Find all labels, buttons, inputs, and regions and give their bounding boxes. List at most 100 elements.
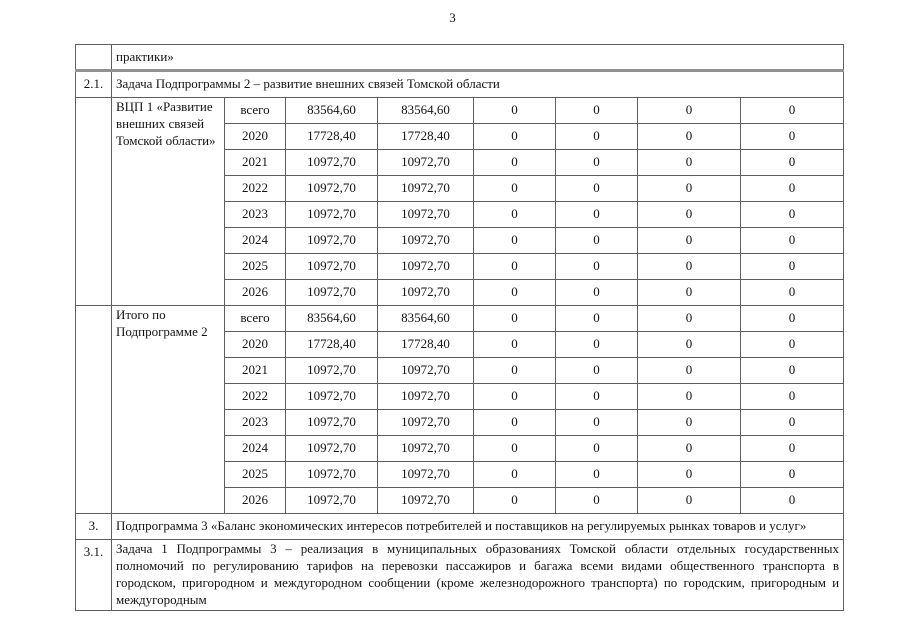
value-cell: 10972,70	[285, 487, 378, 514]
task-2-1-text-cell: Задача Подпрограммы 2 – развитие внешних…	[110, 70, 845, 98]
value-cell: 0	[739, 97, 845, 124]
value-cell: 0	[637, 487, 741, 514]
value-cell: 0	[739, 487, 845, 514]
value-cell: 0	[739, 253, 845, 280]
value-cell: 17728,40	[285, 123, 378, 150]
value-cell: 0	[637, 357, 741, 384]
value-cell: 0	[739, 383, 845, 410]
table-row: 2.1. Задача Подпрограммы 2 – развитие вн…	[75, 70, 845, 98]
table-row: 2025 10972,70 10972,70 0 0 0 0	[76, 253, 845, 280]
value-cell: 10972,70	[377, 383, 474, 410]
continuation-text-cell: практики»	[110, 44, 845, 72]
block-label-cell: Итого по Подпрограмме 2	[111, 305, 225, 514]
row-number-cell	[75, 44, 112, 72]
value-cell: 10972,70	[285, 409, 378, 436]
row-number-cell	[75, 305, 112, 514]
value-cell: 0	[473, 409, 556, 436]
value-cell: 0	[473, 357, 556, 384]
subprogram-3-text-cell: Подпрограмма 3 «Баланс экономических инт…	[110, 513, 845, 540]
period-cell: 2021	[224, 149, 286, 176]
value-cell: 0	[473, 175, 556, 202]
task-3-1-text-cell: Задача 1 Подпрограммы 3 – реализация в м…	[110, 539, 845, 611]
table-row: 2024 10972,70 10972,70 0 0 0 0	[76, 227, 845, 254]
table-row: 2025 10972,70 10972,70 0 0 0 0	[76, 461, 845, 488]
value-cell: 0	[555, 383, 638, 410]
value-cell: 10972,70	[285, 253, 378, 280]
value-cell: 0	[473, 123, 556, 150]
value-cell: 0	[739, 331, 845, 358]
table-head-rows: практики» 2.1. Задача Подпрограммы 2 – р…	[75, 44, 845, 98]
value-cell: 10972,70	[285, 149, 378, 176]
value-cell: 0	[637, 253, 741, 280]
value-cell: 10972,70	[377, 175, 474, 202]
value-cell: 10972,70	[377, 201, 474, 228]
page-number: 3	[449, 10, 456, 25]
value-cell: 0	[555, 435, 638, 462]
table-row: 2026 10972,70 10972,70 0 0 0 0	[76, 279, 845, 306]
period-cell: всего	[224, 97, 286, 124]
value-cell: 0	[473, 461, 556, 488]
value-cell: 0	[637, 409, 741, 436]
table-row: 2021 10972,70 10972,70 0 0 0 0	[76, 357, 845, 384]
table-row: 2023 10972,70 10972,70 0 0 0 0	[76, 409, 845, 436]
value-cell: 0	[555, 331, 638, 358]
value-cell: 0	[739, 305, 845, 332]
value-cell: 10972,70	[377, 409, 474, 436]
table-row: 2026 10972,70 10972,70 0 0 0 0	[76, 487, 845, 514]
value-cell: 10972,70	[285, 461, 378, 488]
value-cell: 10972,70	[377, 227, 474, 254]
value-cell: 0	[637, 461, 741, 488]
value-cell: 83564,60	[285, 97, 378, 124]
value-cell: 10972,70	[377, 487, 474, 514]
period-cell: 2024	[224, 227, 286, 254]
block-label-cell: ВЦП 1 «Развитие внешних связей Томской о…	[111, 97, 225, 306]
value-cell: 0	[473, 487, 556, 514]
table-row: практики»	[75, 44, 845, 72]
value-cell: 10972,70	[377, 435, 474, 462]
value-cell: 10972,70	[285, 435, 378, 462]
value-cell: 0	[739, 357, 845, 384]
value-cell: 10972,70	[377, 461, 474, 488]
period-cell: 2023	[224, 409, 286, 436]
value-cell: 10972,70	[285, 227, 378, 254]
period-cell: 2026	[224, 487, 286, 514]
value-cell: 0	[637, 149, 741, 176]
value-cell: 0	[473, 97, 556, 124]
value-cell: 83564,60	[377, 97, 474, 124]
value-cell: 0	[555, 461, 638, 488]
table-row: 3. Подпрограмма 3 «Баланс экономических …	[75, 513, 845, 540]
value-cell: 0	[739, 149, 845, 176]
row-number-cell: 3.	[75, 513, 112, 540]
value-cell: 10972,70	[377, 253, 474, 280]
period-cell: 2020	[224, 331, 286, 358]
value-cell: 0	[739, 227, 845, 254]
value-cell: 0	[555, 409, 638, 436]
value-cell: 0	[637, 97, 741, 124]
value-cell: 17728,40	[377, 331, 474, 358]
value-cell: 0	[473, 149, 556, 176]
period-cell: 2022	[224, 383, 286, 410]
value-cell: 0	[473, 331, 556, 358]
value-cell: 17728,40	[285, 331, 378, 358]
value-cell: 0	[555, 487, 638, 514]
value-cell: 0	[473, 435, 556, 462]
value-cell: 0	[555, 305, 638, 332]
period-cell: 2026	[224, 279, 286, 306]
value-cell: 0	[637, 201, 741, 228]
value-cell: 10972,70	[377, 149, 474, 176]
value-cell: 0	[473, 253, 556, 280]
value-cell: 0	[739, 175, 845, 202]
table-row: 2024 10972,70 10972,70 0 0 0 0	[76, 435, 845, 462]
value-cell: 0	[637, 383, 741, 410]
value-cell: 0	[637, 305, 741, 332]
row-number-cell: 2.1.	[75, 70, 112, 98]
value-cell: 83564,60	[377, 305, 474, 332]
value-cell: 0	[739, 201, 845, 228]
table-data-rows: ВЦП 1 «Развитие внешних связей Томской о…	[75, 97, 845, 514]
value-cell: 0	[637, 435, 741, 462]
value-cell: 0	[555, 175, 638, 202]
value-cell: 10972,70	[285, 279, 378, 306]
value-cell: 0	[555, 123, 638, 150]
value-cell: 10972,70	[285, 357, 378, 384]
